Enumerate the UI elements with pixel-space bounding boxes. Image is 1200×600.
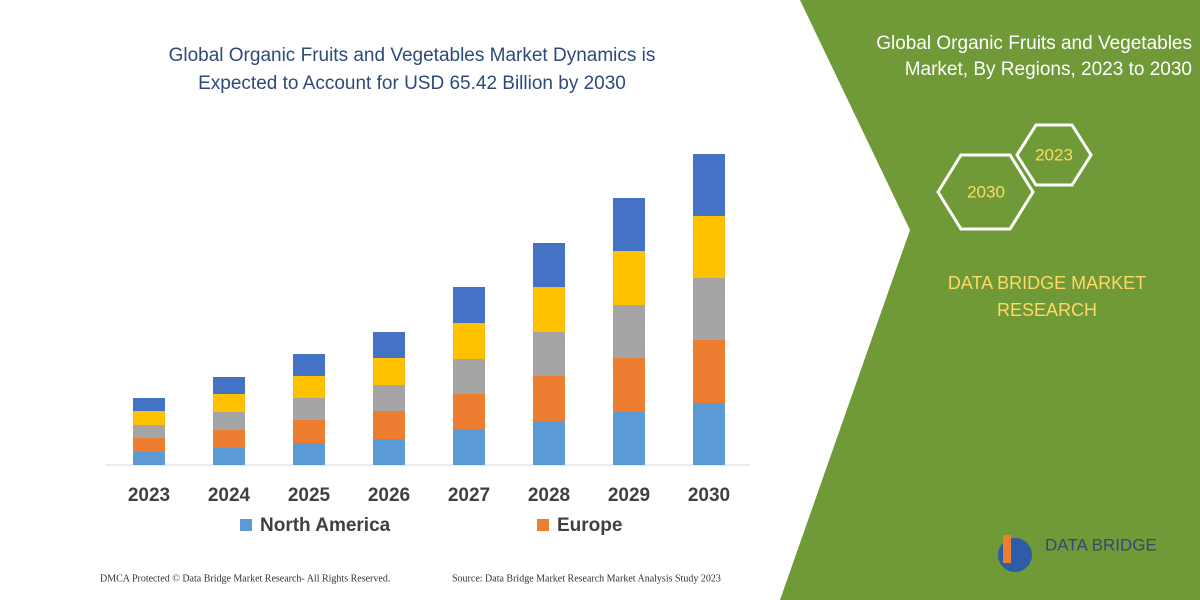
bar-segment <box>693 340 725 403</box>
panel-title: Market, By Regions, 2023 to 2030 <box>905 59 1192 80</box>
bar-segment <box>133 438 165 452</box>
x-tick-label: 2026 <box>368 485 410 506</box>
legend-swatch <box>537 519 549 531</box>
bar-segment <box>133 452 165 465</box>
bar-segment <box>293 376 325 398</box>
bar-segment <box>133 425 165 438</box>
bar-segment <box>613 305 645 358</box>
brand-text: DATA BRIDGE MARKET <box>948 273 1146 293</box>
bar-segment <box>533 243 565 287</box>
bar-segment <box>533 332 565 376</box>
bar-segment <box>693 278 725 340</box>
bar-segment <box>373 358 405 385</box>
bar-segment <box>533 376 565 421</box>
bar-segment <box>453 323 485 359</box>
bar-segment <box>213 430 245 448</box>
x-tick-label: 2025 <box>288 485 331 506</box>
bar-segment <box>453 430 485 465</box>
bar-segment <box>613 412 645 465</box>
hex-label: 2023 <box>1035 145 1073 164</box>
green-panel <box>780 0 1200 600</box>
footer-text: DMCA Protected © Data Bridge Market Rese… <box>100 573 390 584</box>
bar-segment <box>293 443 325 465</box>
bar-segment <box>693 216 725 278</box>
bar-segment <box>373 332 405 358</box>
x-tick-label: 2028 <box>528 485 570 506</box>
bar-segment <box>213 377 245 394</box>
hex-label: 2030 <box>967 182 1005 201</box>
bar-segment <box>293 398 325 420</box>
legend-label: Europe <box>557 515 622 536</box>
bar-segment <box>533 421 565 465</box>
bar-segment <box>293 420 325 443</box>
x-tick-label: 2030 <box>688 485 730 506</box>
hexagon <box>1015 123 1093 187</box>
bar-segment <box>373 439 405 465</box>
bar-segment <box>693 154 725 216</box>
bar-segment <box>453 287 485 323</box>
bar-segment <box>133 398 165 411</box>
legend-label: North America <box>260 515 391 536</box>
bar-segment <box>133 411 165 425</box>
bar-segment <box>213 394 245 412</box>
bar-segment <box>613 251 645 305</box>
bar-segment <box>613 358 645 412</box>
bar-segment <box>373 411 405 439</box>
logo-text: DATA BRIDGE <box>1045 535 1157 554</box>
brand-text: RESEARCH <box>997 300 1097 320</box>
panel-title: Global Organic Fruits and Vegetables <box>876 33 1192 54</box>
chart-title: Global Organic Fruits and Vegetables Mar… <box>169 45 656 66</box>
footer-text: Source: Data Bridge Market Research Mark… <box>452 573 721 584</box>
bar-segment <box>613 198 645 251</box>
bar-segment <box>693 403 725 465</box>
logo-icon <box>1003 535 1011 563</box>
bar-segment <box>453 394 485 430</box>
hexagon <box>936 153 1035 231</box>
x-tick-label: 2024 <box>208 485 251 506</box>
x-tick-label: 2027 <box>448 485 490 506</box>
bar-segment <box>213 412 245 430</box>
legend-swatch <box>240 519 252 531</box>
bar-segment <box>293 354 325 376</box>
bar-segment <box>213 448 245 465</box>
bar-segment <box>453 359 485 394</box>
chart-title: Expected to Account for USD 65.42 Billio… <box>198 73 626 94</box>
x-tick-label: 2023 <box>128 485 170 506</box>
bar-segment <box>533 287 565 332</box>
bar-segment <box>373 385 405 411</box>
x-tick-label: 2029 <box>608 485 650 506</box>
